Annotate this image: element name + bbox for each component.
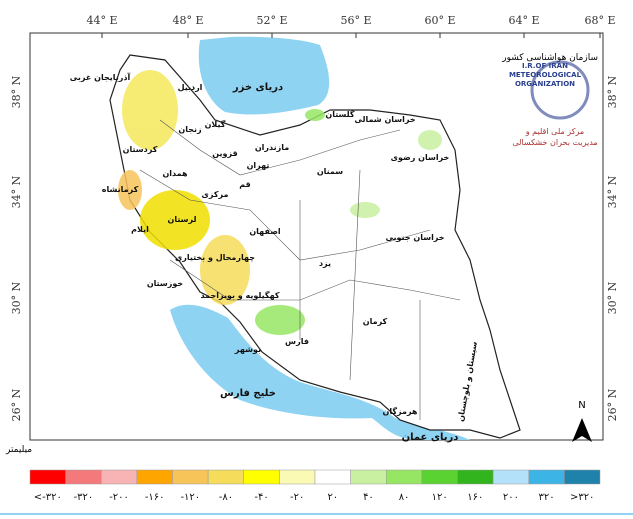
legend-swatch xyxy=(279,469,316,485)
persian-gulf xyxy=(170,304,470,440)
lon-tick-label: 44° E xyxy=(86,14,117,27)
lon-tick-label: 68° E xyxy=(584,14,615,27)
legend-swatch xyxy=(243,469,280,485)
province-label: ایلام xyxy=(131,225,149,234)
sea-label: خلیج فارس xyxy=(220,388,276,399)
lat-tick-label: 26° N xyxy=(606,388,619,421)
lat-tick-label: 34° N xyxy=(606,175,619,208)
province-label: چهارمحال و بختیاری xyxy=(175,253,255,262)
legend-swatch xyxy=(101,469,138,485)
province-label: سمنان xyxy=(317,167,343,176)
legend-label: ۸۰ xyxy=(399,492,410,503)
province-borders xyxy=(139,119,461,420)
sea-label: دریای عمان xyxy=(402,432,459,443)
legend-label: -۳۲۰ xyxy=(74,492,94,503)
lat-tick-label: 38° N xyxy=(10,75,23,108)
province-label: خراسان شمالی xyxy=(354,115,416,124)
legend-swatch xyxy=(421,469,458,485)
province-label: اردبیل xyxy=(178,83,203,92)
legend-label: <-۳۲۰ xyxy=(34,492,62,503)
province-label: بوشهر xyxy=(234,345,261,354)
sea-label: دریای خزر xyxy=(232,82,283,93)
lat-tick-label: 26° N xyxy=(10,388,23,421)
province-label: قزوین xyxy=(212,149,237,158)
legend-swatch xyxy=(350,469,387,485)
legend-label: >۳۲۰ xyxy=(570,492,595,503)
legend-label: -۱۲۰ xyxy=(180,492,200,503)
legend-swatch xyxy=(492,469,529,485)
province-label: لرستان xyxy=(168,215,197,224)
province-label: مازندران xyxy=(255,143,289,152)
lat-tick-label: 38° N xyxy=(606,75,619,108)
legend-swatch xyxy=(29,469,66,485)
province-label: گلستان xyxy=(325,109,355,119)
province-label: آذربایجان غربی xyxy=(70,72,131,82)
iran-outline xyxy=(109,54,521,439)
legend-label: -۴۰ xyxy=(254,492,268,503)
precip-patches xyxy=(118,70,442,335)
legend-label: -۲۰ xyxy=(290,492,304,503)
province-label: همدان xyxy=(162,169,188,178)
legend-label: ۱۶۰ xyxy=(467,492,483,503)
north-arrow xyxy=(572,418,592,442)
province-label: خوزستان xyxy=(147,279,184,288)
logo-text: ORGANIZATION xyxy=(515,80,575,88)
legend-swatch xyxy=(65,469,102,485)
province-label: کرمان xyxy=(363,317,388,326)
north-label: N xyxy=(578,400,585,411)
province-label: خراسان رضوی xyxy=(391,153,450,162)
unit-label: میلیمتر xyxy=(5,445,32,455)
province-label: گیلان xyxy=(205,119,226,129)
province-label: مرکزی xyxy=(202,190,229,199)
legend-label: -۲۰۰ xyxy=(109,492,129,503)
province-label: کهگیلویه و بویراحمد xyxy=(200,290,279,300)
province-label: کرمانشاه xyxy=(102,185,139,194)
lat-tick-label: 30° N xyxy=(10,281,23,314)
province-label: فارس xyxy=(285,337,309,347)
legend-swatch xyxy=(457,469,494,485)
legend-label: ۱۲۰ xyxy=(432,492,448,503)
province-label: هرمزگان xyxy=(383,406,418,416)
lat-tick-label: 30° N xyxy=(606,281,619,314)
lon-tick-label: 64° E xyxy=(508,14,539,27)
legend-label: -۸۰ xyxy=(219,492,233,503)
lon-tick-label: 52° E xyxy=(256,14,287,27)
lon-tick-label: 48° E xyxy=(172,14,203,27)
legend-label: -۱۶۰ xyxy=(145,492,165,503)
lon-tick-label: 60° E xyxy=(424,14,455,27)
legend-swatch xyxy=(136,469,173,485)
legend-swatch xyxy=(314,469,351,485)
province-label: زنجان xyxy=(178,125,202,134)
legend-label: ۳۲۰ xyxy=(539,492,555,503)
province-label: یزد xyxy=(319,259,331,268)
legend-label: ۲۰ xyxy=(327,492,338,503)
province-label: قم xyxy=(239,180,251,189)
logo-text: مدیریت بحران خشکسالی xyxy=(512,138,597,147)
logo-text: مرکز ملی اقلیم و xyxy=(525,127,584,136)
legend-label: ۲۰۰ xyxy=(503,492,519,503)
legend-swatch xyxy=(528,469,565,485)
logo-text: METEOROLOGICAL xyxy=(509,71,582,79)
lon-tick-label: 56° E xyxy=(340,14,371,27)
province-label: کردستان xyxy=(123,145,158,154)
logo-text: سازمان هواشناسی کشور xyxy=(501,53,598,63)
legend-swatch xyxy=(386,469,423,485)
province-label: اصفهان xyxy=(249,227,281,236)
province-label: تهران xyxy=(247,161,270,170)
legend-label: ۴۰ xyxy=(363,492,374,503)
logo-emblem xyxy=(530,60,590,120)
caspian-sea xyxy=(198,36,330,115)
legend-swatch xyxy=(564,469,601,485)
legend-swatch xyxy=(207,469,244,485)
province-label: خراسان جنوبی xyxy=(385,233,444,242)
legend-swatch xyxy=(172,469,209,485)
lat-tick-label: 34° N xyxy=(10,175,23,208)
